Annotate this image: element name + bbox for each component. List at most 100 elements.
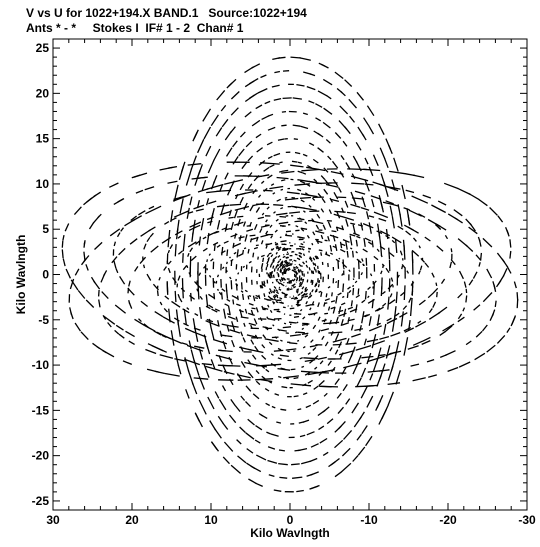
x-tick-labels: 30 20 10 0 -10 -20 -30	[46, 513, 536, 527]
chart-subtitle: Ants * - * Stokes I IF# 1 - 2 Chan# 1	[26, 21, 244, 35]
uv-track-segment	[221, 266, 225, 270]
chart-title: V vs U for 1022+194.X BAND.1 Source:1022…	[26, 6, 307, 20]
uv-track-segment	[255, 482, 263, 487]
uv-track-segment	[306, 473, 313, 477]
uv-track-segment	[364, 291, 367, 300]
uv-track-segment	[326, 418, 334, 425]
uv-track-segment	[142, 264, 146, 269]
uv-track-segment	[361, 311, 365, 324]
uv-track-segment	[343, 308, 347, 317]
uv-track-segment	[409, 297, 413, 317]
uv-track-segment	[324, 253, 331, 257]
x-tick-label: 0	[287, 513, 294, 527]
uv-track-segment	[221, 246, 224, 256]
uv-track-segment	[143, 243, 147, 250]
uv-track-segment	[206, 259, 209, 263]
uv-track-segment	[278, 329, 287, 332]
uv-track-segment	[395, 291, 398, 304]
uv-track-segment	[364, 237, 371, 242]
uv-track-segment	[385, 267, 390, 274]
uv-track-segment	[323, 392, 328, 397]
uv-track-segment	[281, 283, 285, 287]
uv-track-segment	[272, 257, 276, 262]
uv-track-segment	[302, 292, 306, 296]
uv-track-segment	[247, 371, 254, 379]
uv-track-segment	[301, 332, 309, 336]
uv-track-segment	[450, 248, 453, 253]
uv-track-segment	[317, 147, 324, 153]
uv-track-segment	[305, 264, 309, 268]
uv-track-segment	[140, 300, 149, 308]
uv-track-segment	[263, 280, 266, 284]
uv-track-segment	[282, 255, 286, 259]
uv-track-segment	[210, 258, 214, 262]
uv-track-segment	[293, 376, 299, 380]
uv-track-segment	[246, 448, 254, 454]
uv-track-segment	[268, 288, 272, 292]
uv-track-segment	[380, 246, 383, 256]
uv-track-segment	[351, 250, 354, 258]
uv-track-segment	[364, 179, 370, 192]
uv-track-segment	[238, 148, 245, 157]
uv-track-segment	[411, 280, 414, 296]
uv-track-segment	[209, 420, 217, 431]
uv-track-segment	[329, 245, 333, 252]
uv-track-segment	[313, 267, 316, 271]
uv-track-segment	[291, 284, 295, 287]
uv-track-segment	[299, 180, 306, 184]
uv-track-segment	[276, 421, 282, 424]
uv-track-segment	[288, 264, 292, 267]
uv-track-segment	[323, 302, 326, 307]
uv-track-segment	[260, 378, 273, 383]
uv-track-segment	[199, 307, 202, 319]
uv-track-segment	[310, 443, 319, 448]
uv-track-segment	[475, 330, 483, 338]
uv-track-segment	[337, 292, 342, 296]
uv-track-segment	[277, 281, 281, 285]
uv-track-segment	[412, 377, 426, 382]
uv-track-segment	[170, 330, 175, 346]
uv-track-segment	[256, 174, 270, 178]
uv-track-segment	[278, 462, 288, 466]
uv-track-segment	[236, 374, 251, 379]
uv-track-segment	[343, 362, 362, 369]
uv-track-segment	[255, 378, 274, 381]
uv-track-segment	[279, 268, 282, 273]
uv-track-segment	[363, 117, 369, 126]
uv-track-segment	[254, 439, 261, 444]
uv-track-segment	[266, 254, 270, 258]
uv-track-segment	[354, 280, 358, 284]
uv-track-segment	[255, 370, 260, 375]
uv-track-segment	[295, 265, 299, 269]
uv-track-segment	[333, 213, 343, 218]
uv-track-segment	[239, 235, 242, 241]
uv-track-segment	[159, 354, 174, 359]
uv-track-segment	[118, 333, 125, 339]
uv-track-segment	[277, 255, 281, 258]
uv-track-segment	[444, 325, 453, 333]
uv-track-segment	[355, 344, 372, 351]
uv-track-segment	[285, 247, 289, 250]
uv-track-segment	[186, 307, 190, 310]
uv-track-segment	[340, 319, 344, 326]
uv-track-segment	[352, 224, 356, 234]
uv-track-segment	[230, 221, 234, 231]
uv-track-segment	[274, 242, 279, 246]
uv-track-segment	[219, 184, 224, 191]
uv-track-segment	[336, 392, 342, 399]
uv-track-segment	[319, 360, 324, 365]
uv-track-segment	[117, 198, 124, 203]
uv-track-segment	[254, 345, 259, 352]
uv-track-segment	[231, 321, 236, 331]
uv-track-segment	[281, 179, 286, 182]
uv-track-segment	[201, 362, 213, 366]
uv-track-segment	[129, 238, 138, 245]
uv-track-segment	[318, 290, 322, 293]
uv-track-segment	[259, 284, 263, 289]
uv-track-segment	[350, 222, 356, 225]
uv-track-segment	[317, 409, 326, 417]
uv-track-segment	[291, 297, 295, 300]
uv-track-segment	[250, 309, 254, 315]
uv-track-segment	[221, 227, 228, 231]
uv-track-segment	[393, 157, 399, 172]
